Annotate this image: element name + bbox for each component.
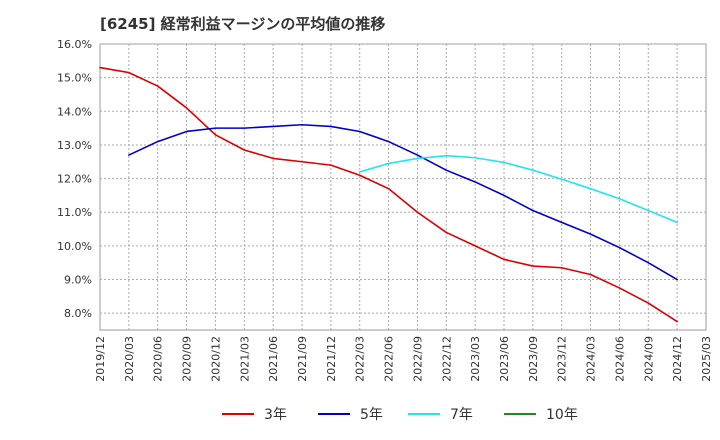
legend: 3年 5年 7年 10年 [222, 407, 578, 423]
y-tick-label: 11.0% [57, 206, 92, 219]
x-tick-label: 2020/12 [209, 336, 222, 382]
y-tick-label: 12.0% [57, 173, 92, 186]
x-tick-label: 2021/09 [296, 336, 309, 382]
y-tick-label: 8.0% [64, 307, 92, 320]
x-tick-label: 2023/06 [498, 336, 511, 382]
x-tick-label: 2023/03 [469, 336, 482, 382]
x-tick-label: 2024/03 [585, 336, 598, 382]
y-tick-label: 14.0% [57, 105, 92, 118]
x-tick-label: 2023/12 [556, 336, 569, 382]
x-tick-label: 2024/09 [642, 336, 655, 382]
x-axis: 2019/12 2020/03 2020/06 2020/09 2020/12 2021/… [94, 336, 713, 382]
x-tick-label: 2025/03 [700, 336, 713, 382]
y-tick-label: 10.0% [57, 240, 92, 253]
x-tick-label: 2022/09 [411, 336, 424, 382]
x-tick-label: 2020/06 [152, 336, 165, 382]
x-tick-label: 2024/12 [671, 336, 684, 382]
x-tick-label: 2019/12 [94, 336, 107, 382]
chart-title: [6245] 経常利益マージンの平均値の推移 [100, 15, 386, 33]
legend-label: 3年 [264, 407, 287, 423]
legend-label: 5年 [360, 407, 383, 423]
x-tick-label: 2020/09 [181, 336, 194, 382]
x-tick-label: 2024/06 [613, 336, 626, 382]
x-tick-label: 2021/03 [238, 336, 251, 382]
series-line-5年 [128, 123, 678, 281]
series-line-7年 [358, 154, 678, 224]
grid-lines [100, 43, 706, 330]
y-tick-label: 15.0% [57, 72, 92, 85]
x-tick-label: 2021/06 [267, 336, 280, 382]
series-lines [99, 66, 678, 323]
legend-label: 10年 [546, 407, 578, 423]
plot-area [99, 43, 707, 331]
x-tick-label: 2022/06 [383, 336, 396, 382]
y-tick-label: 9.0% [64, 274, 92, 287]
x-tick-label: 2021/12 [325, 336, 338, 382]
legend-label: 7年 [450, 407, 473, 423]
x-tick-label: 2022/12 [440, 336, 453, 382]
y-tick-label: 16.0% [57, 38, 92, 51]
x-tick-label: 2020/03 [123, 336, 136, 382]
x-tick-label: 2022/03 [354, 336, 367, 382]
x-tick-label: 2023/09 [527, 336, 540, 382]
y-tick-label: 13.0% [57, 139, 92, 152]
y-axis: 8.0% 9.0% 10.0% 11.0% 12.0% 13.0% 14.0% 15.0% 16… [57, 38, 92, 320]
series-line-3年 [99, 66, 678, 323]
